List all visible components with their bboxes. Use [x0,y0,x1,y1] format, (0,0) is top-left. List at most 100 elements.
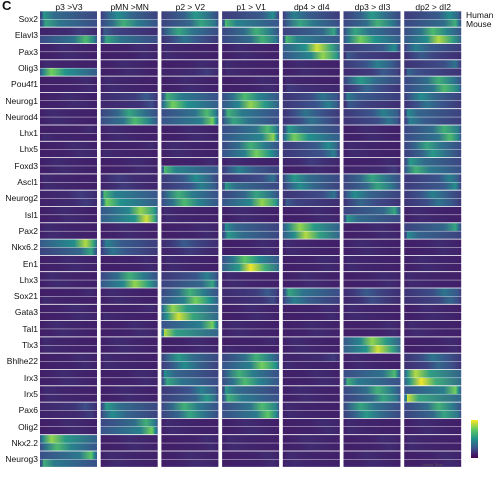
gene-label: Neurod4 [5,111,38,122]
heatmap-cell [40,312,97,321]
heatmap-cell [40,174,97,183]
heatmap-cell [100,361,158,370]
heatmap-cell [282,304,340,313]
heatmap-cell [161,223,219,231]
gene-label: Neurog3 [5,454,38,465]
heatmap-cell [343,68,401,77]
heatmap-cell [282,223,340,231]
heatmap-cell [100,27,158,36]
heatmap-cell [282,410,340,419]
heatmap-cell [40,117,97,125]
heatmap-cell [282,117,340,125]
heatmap-cell [222,100,280,109]
heatmap-cell [282,206,340,215]
heatmap-cell [100,280,158,288]
heatmap-cell [404,117,462,125]
heatmap-cell [222,361,280,370]
column-header: p2 > V2 [175,2,206,12]
gene-label: Sox21 [13,291,38,302]
heatmap-cell [100,459,158,468]
heatmap-cell [222,198,280,207]
heatmap-cell [40,231,97,240]
heatmap-cell [222,296,280,305]
heatmap-cell [40,109,97,117]
heatmap-cell [100,141,158,150]
heatmap-cell [404,418,462,427]
heatmap-cell [100,410,158,419]
heatmap-cell [100,443,158,451]
gene-label: Pou4f1 [11,79,38,90]
gene-label: Irx3 [23,372,38,383]
heatmap-cell [222,141,280,150]
heatmap-cell [161,280,219,288]
heatmap-cell [404,272,462,280]
heatmap-cell [282,11,340,20]
heatmap-cell [100,68,158,77]
heatmap-cell [343,337,401,346]
heatmap-cell [343,198,401,207]
heatmap-cell [222,215,280,223]
heatmap-cell [40,133,97,142]
heatmap-cell [40,361,97,370]
heatmap-cell [343,345,401,354]
heatmap-cell [161,166,219,174]
x-axis-label: Latent Time [422,462,443,467]
gene-label: Lhx5 [19,144,38,155]
heatmap-cell [343,52,401,60]
heatmap-cell [161,52,219,60]
heatmap-cell [40,369,97,378]
heatmap-cell [161,215,219,223]
heatmap-cell [100,35,158,44]
heatmap-cell [161,288,219,297]
heatmap-cell [161,133,219,142]
heatmap-cell [222,174,280,183]
heatmap-cell [100,239,158,248]
heatmap-cell [100,247,158,256]
heatmap-cell [40,76,97,85]
heatmap-cell [40,166,97,174]
heatmap-cell [343,190,401,199]
heatmap-cell [282,426,340,435]
heatmap-cell [222,52,280,60]
heatmap-cell [100,337,158,346]
heatmap-cell [222,312,280,321]
heatmap-cell [100,272,158,280]
heatmap-cell [40,60,97,68]
heatmap-cell [343,394,401,403]
heatmap-cell [404,60,462,68]
heatmap-cell [282,198,340,207]
heatmap-cell [282,52,340,60]
heatmap-cell [222,386,280,394]
heatmap-cell [100,11,158,20]
heatmap-cell [222,288,280,297]
heatmap-cell [222,345,280,354]
heatmap-cell [343,11,401,20]
heatmap-cell [282,27,340,36]
heatmap-cell [282,272,340,280]
heatmap-cell [282,443,340,451]
heatmap-cell [222,117,280,125]
heatmap-cell [282,418,340,427]
heatmap-cell [40,394,97,403]
heatmap-cell [404,361,462,370]
heatmap-cell [222,133,280,142]
heatmap-cell [161,117,219,125]
heatmap-cell [40,426,97,435]
heatmap-cell [40,402,97,411]
heatmap-cell [282,239,340,248]
heatmap-cell [282,68,340,77]
heatmap-cell [404,337,462,346]
heatmap-cell [40,386,97,394]
heatmap-cell [161,394,219,403]
heatmap-cell [404,280,462,288]
heatmap-cell [343,459,401,468]
heatmap-cell [40,149,97,158]
heatmap-cell [282,435,340,443]
heatmap-cell [404,27,462,36]
heatmap-cell [222,426,280,435]
gene-label: Bhlhe22 [6,356,38,367]
heatmap-cell [282,174,340,183]
heatmap-cell [161,92,219,101]
heatmap-cell [282,369,340,378]
heatmap-cell [222,68,280,77]
